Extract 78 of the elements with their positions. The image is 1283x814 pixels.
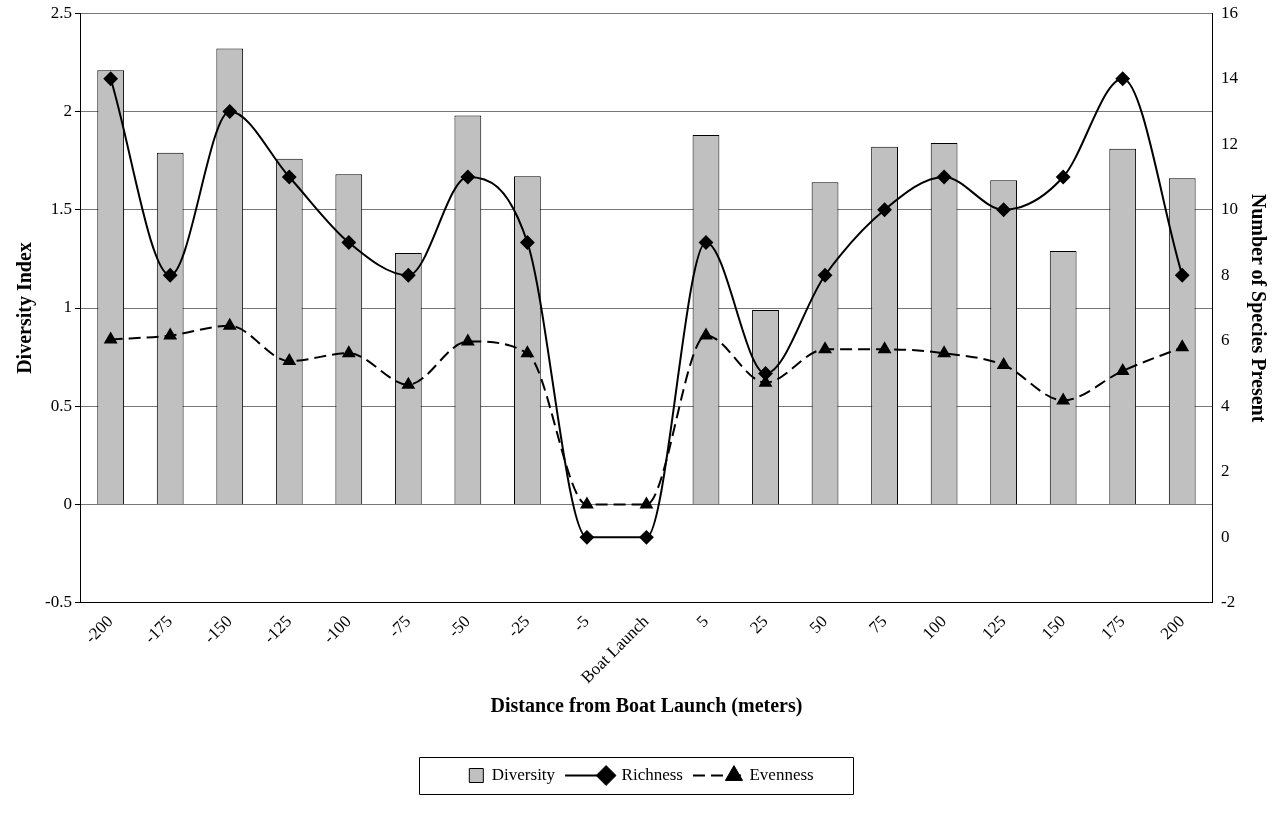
- point: [877, 202, 892, 217]
- point: [1056, 169, 1071, 184]
- x-tick-label: -150: [200, 611, 236, 648]
- point: [818, 268, 833, 283]
- y2-tick-label: 4: [1221, 395, 1230, 415]
- point: [937, 346, 951, 358]
- x-tick-label: -175: [140, 611, 177, 648]
- x-tick-label: -5: [569, 611, 593, 636]
- point: [1116, 363, 1129, 375]
- y2-tick-label: 16: [1221, 2, 1238, 22]
- legend-label: Richness: [621, 764, 683, 784]
- x-tick-label: -50: [444, 611, 474, 642]
- point: [937, 169, 952, 184]
- point: [342, 346, 355, 358]
- x-tick-label: 5: [692, 611, 712, 632]
- point: [460, 169, 475, 184]
- point: [1176, 340, 1189, 352]
- point: [163, 268, 178, 283]
- x-tick-label: -125: [259, 611, 296, 648]
- x-axis-title: Distance from Boat Launch (meters): [490, 694, 803, 718]
- point: [1175, 268, 1190, 283]
- x-tick-label: -75: [384, 611, 415, 642]
- point: [222, 104, 237, 119]
- x-tick-label: 200: [1156, 611, 1189, 644]
- x-tick-label: -25: [503, 611, 534, 642]
- x-tick-label: -100: [319, 611, 355, 648]
- y-tick-label: 1: [63, 297, 72, 317]
- y2-tick-label: 12: [1221, 133, 1238, 153]
- x-tick-label: 125: [978, 611, 1010, 644]
- point: [520, 235, 535, 250]
- y2-tick-label: 6: [1221, 330, 1230, 350]
- y-tick-label: 0.5: [50, 395, 72, 415]
- point: [401, 268, 416, 283]
- point: [699, 328, 713, 340]
- x-tick-label: -200: [81, 611, 117, 648]
- legend-label: Diversity: [491, 764, 556, 784]
- point: [104, 332, 117, 344]
- point: [283, 354, 296, 366]
- x-tick-label: 150: [1037, 611, 1070, 644]
- y-tick-label: 1.5: [50, 199, 72, 219]
- x-tick-label: 75: [865, 611, 891, 638]
- point: [878, 342, 891, 354]
- point: [164, 328, 177, 340]
- x-tick-label: 100: [918, 611, 951, 644]
- point: [997, 358, 1010, 370]
- y2-tick-label: 0: [1221, 526, 1230, 546]
- x-tick-label: 25: [746, 611, 772, 638]
- point: [639, 530, 654, 545]
- point: [1115, 71, 1130, 86]
- point: [758, 366, 773, 381]
- point: [103, 71, 118, 86]
- y2-tick-label: -2: [1221, 592, 1236, 612]
- y2-tick-label: 14: [1221, 68, 1239, 88]
- point: [521, 346, 534, 358]
- y2-tick-label: 2: [1221, 461, 1230, 481]
- y2-tick-label: 10: [1221, 199, 1238, 219]
- legend-label: Evenness: [749, 764, 814, 784]
- y-tick-label: 0: [63, 494, 72, 514]
- point: [282, 169, 297, 184]
- y-tick-label: 2.5: [50, 2, 72, 22]
- y-tick-label: 2: [63, 100, 72, 120]
- point: [461, 334, 475, 346]
- point: [223, 318, 236, 330]
- point: [818, 342, 832, 354]
- point: [579, 530, 594, 545]
- x-tick-label: 50: [805, 611, 832, 638]
- point: [580, 497, 594, 509]
- y-tick-label: -0.5: [44, 592, 72, 612]
- point: [698, 235, 713, 250]
- point: [341, 235, 356, 250]
- x-tick-label: 175: [1097, 611, 1129, 644]
- y2-tick-label: 8: [1221, 264, 1230, 284]
- y-axis-title: Diversity Index: [13, 242, 37, 374]
- y2-axis-title: Number of Species Present: [1246, 193, 1270, 423]
- point: [996, 202, 1011, 217]
- point: [640, 497, 653, 509]
- point: [402, 377, 415, 389]
- point: [1056, 393, 1070, 405]
